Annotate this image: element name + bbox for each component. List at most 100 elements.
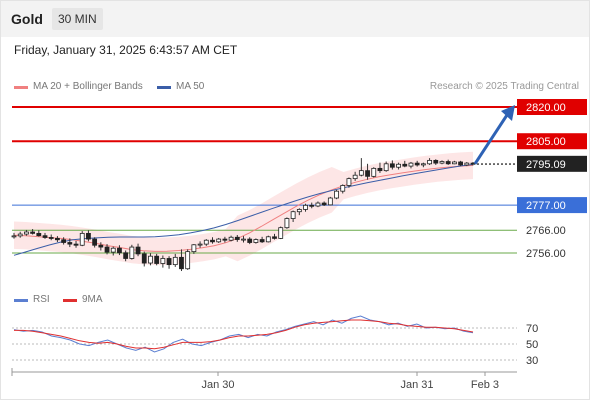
level-label-2777.00: 2777.00 <box>526 200 566 212</box>
candle-32 <box>210 237 215 244</box>
rsi-ma-line <box>14 319 474 350</box>
candle-3 <box>30 229 36 235</box>
candle-46 <box>296 208 302 216</box>
candle-body <box>265 236 271 243</box>
bollinger-band <box>14 151 473 266</box>
candle-35 <box>228 235 234 242</box>
candle-body <box>110 247 116 253</box>
rsi-legend-swatch <box>14 299 28 302</box>
candle-body <box>48 237 54 239</box>
candle-body <box>123 252 129 259</box>
candle-body <box>253 239 259 243</box>
candle-body <box>203 239 209 245</box>
rsi-legend-label: RSI <box>33 294 50 305</box>
candle-45 <box>290 210 296 222</box>
candle-69 <box>439 160 445 165</box>
candle-body <box>216 238 222 243</box>
candle-body <box>228 236 234 241</box>
header-bar: Gold 30 MIN <box>1 1 589 37</box>
ma20-legend-label: MA 20 + Bollinger Bands <box>33 81 143 92</box>
candle-body <box>377 167 383 172</box>
candle-body <box>172 256 178 266</box>
candle-20 <box>135 243 141 257</box>
candle-body <box>284 218 290 229</box>
candle-body <box>61 239 67 243</box>
candle-body <box>315 202 321 207</box>
candle-53 <box>340 184 346 194</box>
candle-body <box>135 246 141 255</box>
candle-54 <box>346 177 352 188</box>
candle-22 <box>148 253 153 266</box>
ma20-line <box>13 164 474 252</box>
candle-body <box>309 204 315 207</box>
candle-body <box>129 246 135 259</box>
candle-body <box>321 202 327 206</box>
candle-24 <box>160 255 166 268</box>
candle-15 <box>104 244 110 255</box>
candle-26 <box>172 253 178 267</box>
candle-body <box>154 255 160 264</box>
candle-body <box>389 163 395 168</box>
candle-body <box>352 174 358 180</box>
candle-body <box>327 197 333 206</box>
ma50-legend-label: MA 50 <box>176 81 205 92</box>
candle-body <box>11 235 17 238</box>
candle-body <box>30 231 36 234</box>
candle-body <box>234 236 240 240</box>
candle-body <box>24 231 29 235</box>
candle-34 <box>222 236 228 243</box>
candle-44 <box>284 217 290 229</box>
candle-21 <box>141 251 147 267</box>
rsi-ma-legend-swatch <box>63 299 77 302</box>
rsi-level-label-70: 70 <box>526 323 538 335</box>
x-tick-label-2: Feb 3 <box>471 379 499 391</box>
candle-66 <box>420 162 426 168</box>
candle-body <box>79 232 85 246</box>
candle-73 <box>464 161 470 167</box>
candle-61 <box>389 160 395 170</box>
candle-39 <box>253 238 259 244</box>
x-tick-label-0: Jan 30 <box>201 379 234 391</box>
forecast-arrow-head <box>501 105 515 121</box>
candle-body <box>346 178 352 186</box>
candle-body <box>358 170 364 176</box>
rsi-ma-legend-label: 9MA <box>82 294 103 305</box>
candle-body <box>92 238 98 246</box>
candle-10 <box>73 240 79 248</box>
candle-body <box>259 239 265 243</box>
level-label-2820.00: 2820.00 <box>526 102 566 114</box>
candle-62 <box>396 162 401 170</box>
last-price-badge <box>517 155 587 172</box>
candle-59 <box>377 162 383 173</box>
candle-body <box>371 167 377 177</box>
candle-65 <box>414 160 420 167</box>
candle-41 <box>265 235 271 243</box>
candle-body <box>451 161 457 165</box>
candle-7 <box>55 236 60 243</box>
candle-body <box>98 244 104 248</box>
candle-27 <box>179 249 184 272</box>
credit-label: Research © 2025 Trading Central <box>429 81 579 92</box>
candle-37 <box>241 236 246 243</box>
candle-body <box>334 190 339 199</box>
candle-8 <box>61 237 67 245</box>
candle-47 <box>303 203 308 212</box>
timeframe-badge[interactable]: 30 MIN <box>52 8 103 30</box>
ma20-legend-swatch <box>14 86 28 89</box>
candle-body <box>427 159 432 165</box>
candle-body <box>17 233 23 237</box>
candle-body <box>197 243 203 246</box>
candle-48 <box>309 202 315 209</box>
candle-36 <box>234 234 240 242</box>
candle-body <box>141 253 147 264</box>
candle-body <box>160 258 166 264</box>
candle-body <box>290 211 296 219</box>
candle-16 <box>110 246 116 256</box>
candle-28 <box>185 249 191 270</box>
candle-72 <box>458 160 463 167</box>
candle-body <box>396 163 401 168</box>
candle-body <box>272 236 277 239</box>
candle-body <box>241 238 246 241</box>
ma50-legend-swatch <box>157 86 171 89</box>
candle-body <box>67 242 73 245</box>
